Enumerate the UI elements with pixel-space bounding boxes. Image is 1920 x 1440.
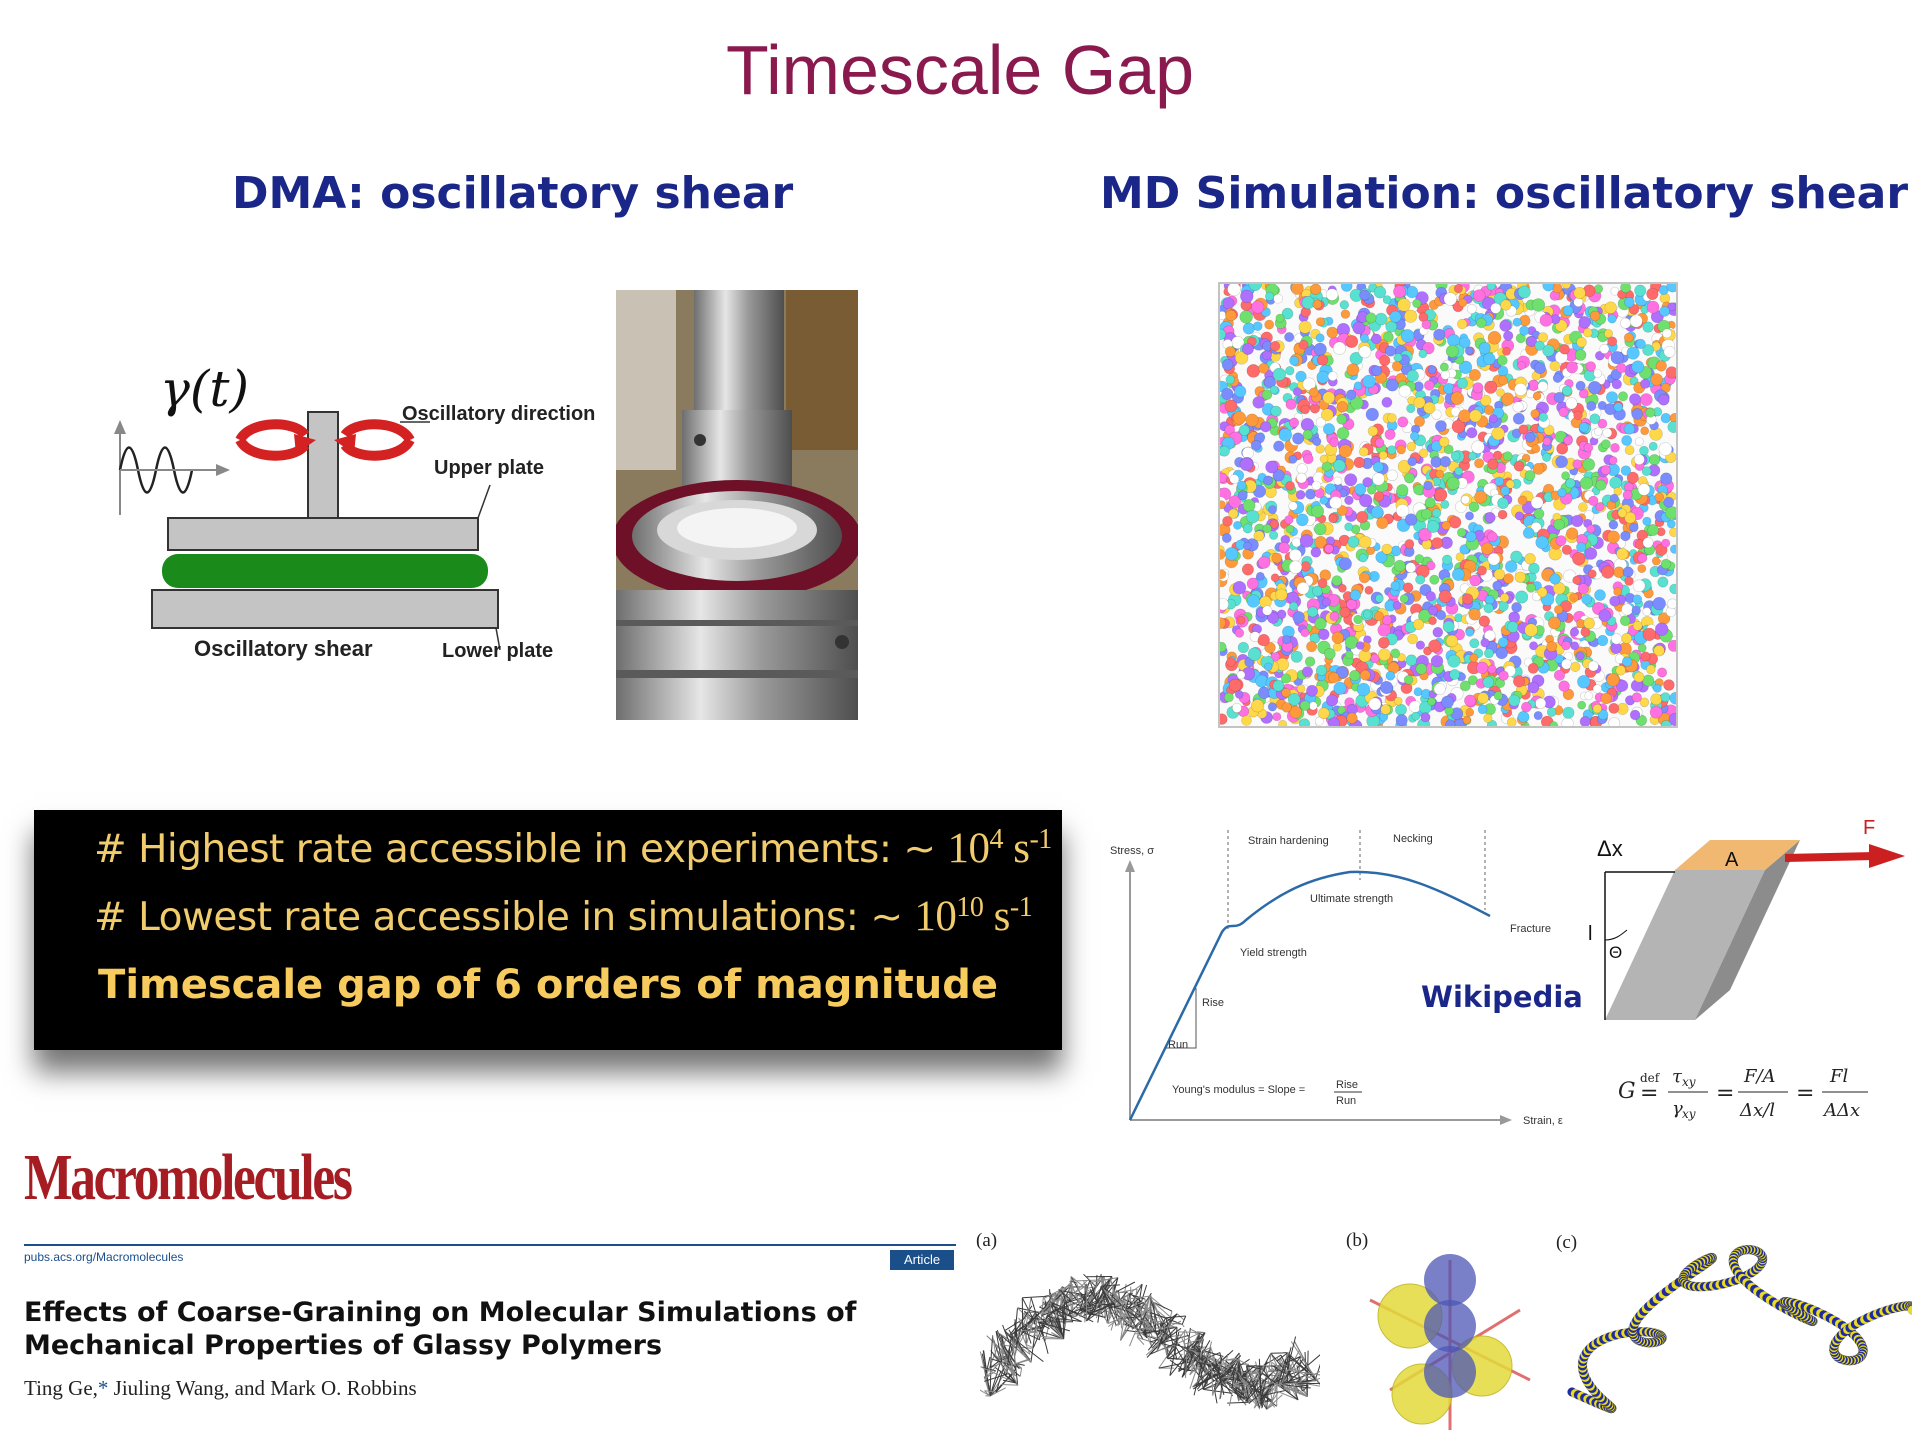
- experiment-rate-line: # Highest rate accessible in experiments…: [94, 824, 1052, 873]
- journal-url[interactable]: pubs.acs.org/Macromolecules: [24, 1250, 184, 1264]
- article-badge: Article: [890, 1250, 954, 1270]
- svg-text:Δx/l: Δx/l: [1739, 1100, 1775, 1121]
- svg-text:=: =: [1640, 1081, 1658, 1106]
- simulation-rate-base: 10: [914, 893, 957, 940]
- panel-a-label: (a): [976, 1230, 998, 1251]
- svg-text:F/A: F/A: [1743, 1066, 1776, 1087]
- modulus-fraction-numerator: Rise: [1336, 1079, 1358, 1091]
- dma-schematic-drawing: [114, 411, 501, 651]
- force-label: F: [1863, 820, 1875, 839]
- coarse-grained-chain-figure: [1552, 1222, 1919, 1436]
- ultimate-strength-label: Ultimate strength: [1310, 893, 1393, 905]
- simulation-rate-line: # Lowest rate accessible in simulations:…: [94, 892, 1033, 941]
- other-authors: Jiuling Wang, and Mark O. Robbins: [108, 1376, 417, 1400]
- stress-strain-curve: [1128, 870, 1491, 1121]
- lower-plate: [151, 589, 499, 629]
- svg-text:γ: γ: [1672, 1098, 1683, 1119]
- simulation-rate-text: # Lowest rate accessible in simulations:…: [94, 895, 915, 940]
- experiment-rate-text: # Highest rate accessible in experiments…: [94, 827, 948, 872]
- wikipedia-source: Wikipedia: [1421, 980, 1583, 1014]
- paper-header-rule: [24, 1244, 956, 1246]
- stress-axis-label: Stress, σ: [1110, 845, 1154, 857]
- area-label: A: [1725, 849, 1739, 871]
- svg-text:xy: xy: [1682, 1107, 1696, 1121]
- panel-b-label: (b): [1346, 1230, 1369, 1251]
- md-simulation-box: [1218, 282, 1678, 728]
- svg-text:xy: xy: [1682, 1075, 1696, 1089]
- svg-text:=: =: [1716, 1081, 1734, 1106]
- svg-text:G: G: [1618, 1079, 1636, 1104]
- strain-hardening-label: Strain hardening: [1248, 835, 1329, 847]
- modulus-fraction-denominator: Run: [1336, 1095, 1356, 1107]
- length-label: l: [1588, 923, 1592, 945]
- panel-c-label: (c): [1556, 1232, 1578, 1253]
- shear-diagram: Δx A F l Θ: [1585, 817, 1915, 1040]
- md-heading: MD Simulation: oscillatory shear: [1100, 168, 1909, 219]
- dma-shaft: [307, 411, 339, 523]
- strain-axis-label: Strain, ε: [1523, 1115, 1563, 1127]
- timescale-gap-text: Timescale gap of 6 orders of magnitude: [98, 962, 998, 1008]
- delta-x-label: Δx: [1597, 836, 1623, 861]
- gamma-label: γ(t): [160, 360, 249, 418]
- rise-label: Rise: [1202, 997, 1224, 1009]
- necking-label: Necking: [1393, 833, 1433, 845]
- experiment-rate-exp: 4: [989, 824, 1003, 855]
- dma-schematic: [100, 350, 600, 670]
- sample-layer: [162, 554, 488, 588]
- corresponding-author-star: *: [97, 1376, 109, 1400]
- simulation-rate-exp: 10: [956, 892, 984, 923]
- rate-box: # Highest rate accessible in experiments…: [34, 810, 1062, 1050]
- oscillatory-direction-label: Oscillatory direction: [402, 403, 596, 425]
- rheometer-photo: [616, 290, 858, 720]
- oscillatory-shear-label: Oscillatory shear: [194, 636, 373, 661]
- dma-heading: DMA: oscillatory shear: [232, 168, 794, 219]
- stress-strain-chart: Stress, σ Strain, ε Strain hardening Nec…: [1110, 820, 1580, 1140]
- theta-label: Θ: [1609, 943, 1622, 962]
- md-particles: [1220, 284, 1676, 726]
- upper-plate: [167, 517, 479, 551]
- svg-text:τ: τ: [1672, 1066, 1683, 1087]
- slide-title: Timescale Gap: [725, 31, 1195, 109]
- lower-plate-label: Lower plate: [442, 640, 554, 662]
- youngs-modulus-label: Young's modulus = Slope =: [1172, 1084, 1305, 1096]
- shear-modulus-formula: G def = τ xy γ xy = F/A Δx/l = Fl AΔx: [1618, 1058, 1918, 1128]
- run-label: Run: [1168, 1039, 1188, 1051]
- simulation-rate-unit: s: [983, 893, 1011, 940]
- svg-text:Fl: Fl: [1829, 1066, 1848, 1087]
- yield-strength-label: Yield strength: [1240, 947, 1307, 959]
- svg-text:def: def: [1640, 1071, 1661, 1085]
- atomistic-polymer-figure: [975, 1226, 1328, 1432]
- simulation-rate-unit-exp: -1: [1009, 892, 1033, 923]
- journal-name: Macromolecules: [24, 1141, 353, 1214]
- experiment-rate-base: 10: [947, 825, 990, 872]
- first-author: Ting Ge,: [24, 1376, 98, 1400]
- svg-text:=: =: [1796, 1081, 1814, 1106]
- experiment-rate-unit: s: [1002, 825, 1030, 872]
- upper-plate-label: Upper plate: [434, 457, 545, 479]
- paper-authors: Ting Ge,* Jiuling Wang, and Mark O. Robb…: [24, 1376, 417, 1401]
- fracture-label: Fracture: [1510, 923, 1551, 935]
- coarse-grain-beads-figure: [1350, 1240, 1550, 1436]
- paper-title: Effects of Coarse-Graining on Molecular …: [24, 1297, 857, 1361]
- svg-text:AΔx: AΔx: [1822, 1100, 1860, 1121]
- experiment-rate-unit-exp: -1: [1029, 824, 1052, 855]
